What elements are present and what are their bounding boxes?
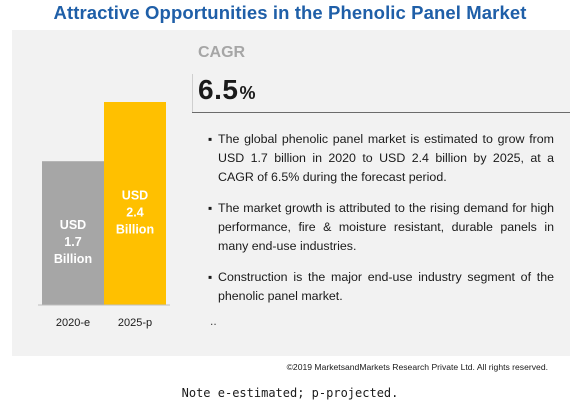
bullet-list: ▪ The global phenolic panel market is es… (208, 130, 554, 318)
bullet-text: The market growth is attributed to the r… (218, 201, 554, 253)
bar-label-2025-p: 2.4 (126, 206, 143, 220)
bullet-item: ▪ The global phenolic panel market is es… (208, 130, 554, 187)
bar-2020-e (42, 161, 104, 305)
bullet-text: The global phenolic panel market is esti… (218, 132, 554, 184)
page-title: Attractive Opportunities in the Phenolic… (53, 2, 527, 23)
bullet-item: ▪ The market growth is attributed to the… (208, 199, 554, 256)
bar-2025-p (104, 102, 166, 305)
bar-label-2025-p: Billion (116, 223, 154, 237)
bar-chart: USD 1.7 Billion 2020-e USD 2.4 Billion 2025-p (12, 30, 192, 356)
cagr-percent-sign: % (239, 83, 256, 103)
stray-mark: .. (210, 314, 217, 328)
bar-label-2025-p: USD (122, 189, 148, 203)
category-label-2025-p: 2025-p (118, 317, 152, 329)
bullet-item: ▪ Construction is the major end-use indu… (208, 268, 554, 306)
bar-chart-svg: USD 1.7 Billion 2020-e USD 2.4 Billion 2025-p (38, 102, 170, 329)
bullet-icon: ▪ (208, 270, 213, 284)
cagr-divider (192, 112, 570, 113)
bar-label-2020-e: USD (60, 218, 86, 232)
bar-label-2020-e: Billion (54, 252, 92, 266)
cagr-label: CAGR (198, 44, 246, 61)
bullet-icon: ▪ (208, 132, 213, 146)
bullet-icon: ▪ (208, 201, 213, 215)
bar-label-2020-e: 1.7 (64, 235, 81, 249)
footnote: Note e-estimated; p-projected. (181, 386, 399, 400)
copyright-text: ©2019 MarketsandMarkets Research Private… (286, 362, 548, 372)
category-label-2020-e: 2020-e (56, 317, 90, 329)
cagr-value: 6.5 % (198, 74, 255, 110)
infographic-panel: USD 1.7 Billion 2020-e USD 2.4 Billion 2025-p C… (12, 30, 570, 356)
cagr-number: 6.5 (198, 74, 239, 105)
bullet-text: Construction is the major end-use indust… (218, 270, 554, 303)
cagr-divider-tick (192, 74, 193, 112)
